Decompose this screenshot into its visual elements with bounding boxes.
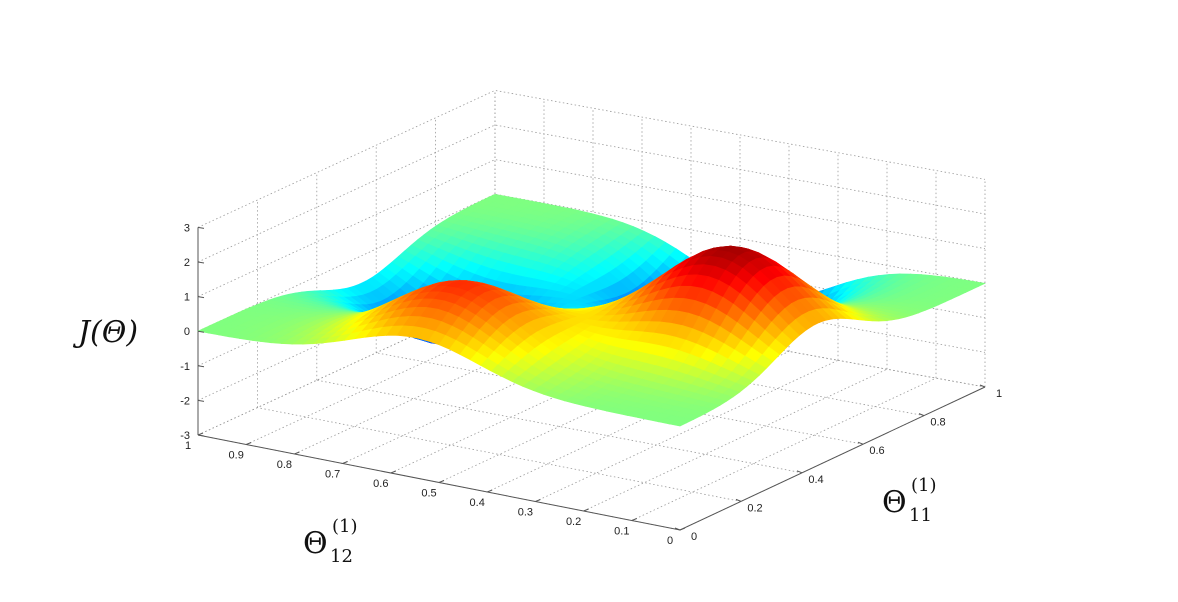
y-tick-label: 0.1 — [614, 526, 629, 538]
z-tick-label: 2 — [184, 257, 190, 269]
y-tick-label: 0.7 — [325, 469, 340, 481]
svg-text:12: 12 — [330, 546, 353, 567]
y-tick-mark — [535, 499, 541, 502]
z-tick-label: 3 — [184, 222, 190, 234]
grid-line — [390, 333, 692, 474]
z-tick-mark — [197, 261, 205, 264]
cost-surface — [197, 193, 986, 427]
x-tick-label: 0.8 — [930, 417, 945, 429]
z-tick-mark — [197, 399, 205, 402]
y-tick-label: 0 — [667, 535, 673, 547]
grid-line — [197, 262, 986, 401]
grid-line — [294, 315, 594, 455]
y-tick-mark — [583, 508, 589, 512]
x-tick-mark — [979, 384, 986, 388]
z-tick-mark — [197, 226, 205, 229]
surface-patch — [668, 420, 688, 427]
y-tick-mark — [294, 451, 300, 455]
z-tick-label: -3 — [180, 430, 190, 442]
y-tick-label: 0.8 — [277, 459, 292, 471]
svg-text:11: 11 — [909, 505, 932, 526]
y-tick-mark — [342, 461, 348, 464]
z-tick-label: 1 — [184, 292, 190, 304]
svg-text:Θ: Θ — [882, 485, 907, 520]
x-tick-mark — [857, 441, 864, 445]
y-tick-label: 0.5 — [421, 488, 436, 500]
floor-axis-lines — [197, 386, 986, 531]
x-tick-mark — [735, 498, 742, 502]
x-tick-label: 1 — [996, 388, 1002, 400]
grid-line — [376, 352, 864, 445]
y-tick-mark — [197, 432, 204, 436]
y-tick-label: 0.9 — [229, 450, 244, 462]
y-tick-label: 0.3 — [518, 507, 533, 519]
x-tick-mark — [918, 413, 925, 417]
y-tick-mark — [487, 489, 493, 493]
y-tick-mark — [679, 527, 686, 531]
y-tick-mark — [438, 480, 445, 483]
grid-line — [342, 324, 643, 464]
x-tick-label: 0.6 — [869, 445, 884, 457]
y-tick-mark — [246, 442, 252, 445]
y-tick-label: 0.6 — [373, 478, 388, 490]
grid-line — [197, 159, 986, 297]
x-tick-label: 0 — [691, 531, 697, 543]
z-tick-mark — [197, 365, 205, 368]
x-tick-label: 0.4 — [808, 474, 823, 486]
y-tick-label: 1 — [185, 440, 191, 452]
grid-line — [197, 193, 986, 332]
x-tick-mark — [796, 470, 803, 474]
z-tick-mark — [197, 296, 205, 299]
y-tick-label: 0.4 — [470, 497, 485, 509]
grid-line — [197, 89, 986, 228]
svg-text:Θ: Θ — [303, 526, 328, 561]
y-tick-label: 0.2 — [566, 516, 581, 528]
y-tick-mark — [631, 518, 637, 521]
x-tick-mark — [674, 527, 681, 531]
x-axis-title: Θ (1) 11 — [882, 475, 937, 526]
x-tick-label: 0.2 — [747, 502, 762, 514]
y-axis-title: Θ (1) 12 — [303, 516, 358, 567]
svg-text:(1): (1) — [911, 475, 937, 496]
z-tick-label: -2 — [180, 395, 190, 407]
z-axis-title: J(Θ) — [72, 315, 138, 350]
y-tick-mark — [390, 470, 396, 474]
z-tick-label: -1 — [180, 361, 190, 373]
grid-line — [197, 124, 986, 263]
z-tick-mark — [197, 434, 205, 437]
svg-text:(1): (1) — [332, 516, 358, 537]
z-tick-label: 0 — [184, 326, 190, 338]
z-tick-mark — [197, 330, 205, 333]
